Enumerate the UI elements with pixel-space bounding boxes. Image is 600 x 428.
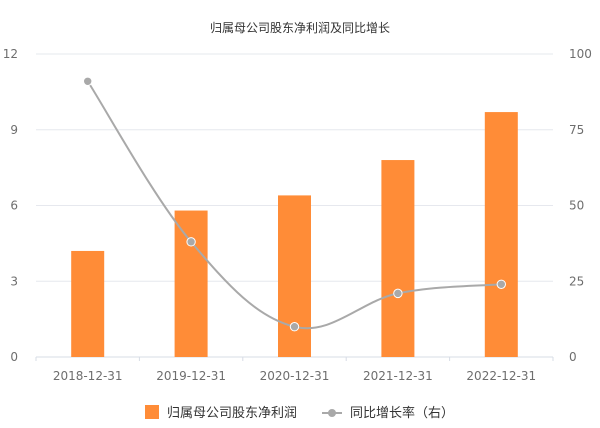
left-y-tick-label: 12 [3,47,18,61]
growth-rate-point [83,76,93,86]
left-y-tick-label: 9 [10,123,18,137]
x-tick-label: 2022-12-31 [466,369,536,383]
x-tick-label: 2021-12-31 [363,369,433,383]
net-profit-bar [174,210,208,357]
growth-rate-point [289,322,300,332]
legend: 归属母公司股东净利润 同比增长率（右） [145,405,454,421]
line-series [83,76,506,332]
x-tick-label: 2018-12-31 [53,369,123,383]
left-y-tick-label: 3 [10,274,18,288]
growth-rate-point [186,237,196,247]
legend-bar-label: 归属母公司股东净利润 [167,406,297,421]
axes: 0 3 6 9 12 0 25 50 75 100 2018-12-31 2019-12-31 2020… [3,47,592,383]
right-y-tick-label: 100 [569,47,592,61]
chart-title: 归属母公司股东净利润及同比增长 [210,21,390,35]
net-profit-bar [71,250,105,357]
growth-rate-line [86,80,503,330]
bar-series [71,112,518,357]
right-y-tick-label: 75 [569,123,584,137]
x-tick-label: 2019-12-31 [156,369,226,383]
right-y-tick-label: 0 [569,350,577,364]
net-profit-bar [381,160,415,357]
x-tick-label: 2020-12-31 [260,369,330,383]
net-profit-bar [278,195,311,357]
growth-rate-point [496,279,506,289]
right-y-tick-label: 50 [569,199,584,213]
right-y-tick-label: 25 [569,274,584,288]
left-y-tick-label: 0 [10,350,18,364]
legend-line-point [328,409,336,417]
legend-line-label: 同比增长率（右） [350,405,454,421]
left-y-tick-label: 6 [10,199,18,213]
net-profit-bar [484,112,518,357]
growth-rate-point [393,288,403,299]
legend-bar-swatch [145,405,159,419]
